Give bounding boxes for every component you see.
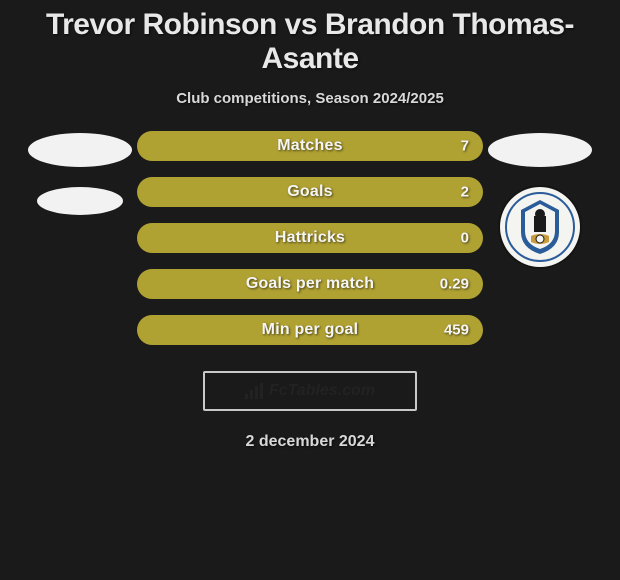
brand-box: FcTables.com <box>203 371 417 411</box>
stat-value-right: 2 <box>461 184 469 201</box>
comparison-title: Trevor Robinson vs Brandon Thomas-Asante <box>0 0 620 80</box>
comparison-subtitle: Club competitions, Season 2024/2025 <box>0 90 620 107</box>
stat-value-right: 459 <box>444 322 469 339</box>
stat-bar: Hattricks 0 <box>137 223 483 253</box>
stat-bar: Matches 7 <box>137 131 483 161</box>
player-placeholder-oval <box>488 133 592 167</box>
stats-column: Matches 7 Goals 2 Hattricks 0 Goals per match 0… <box>137 131 483 345</box>
player-left-column <box>23 131 137 215</box>
comparison-row: Matches 7 Goals 2 Hattricks 0 Goals per match 0… <box>0 131 620 345</box>
club-crest <box>500 187 580 267</box>
crest-icon <box>505 192 575 262</box>
stat-label: Goals <box>287 183 332 201</box>
stat-value-right: 7 <box>461 138 469 155</box>
stat-label: Matches <box>277 137 342 155</box>
brand-text: FcTables.com <box>269 382 375 400</box>
stat-label: Min per goal <box>262 321 359 339</box>
stat-bar: Min per goal 459 <box>137 315 483 345</box>
stat-label: Hattricks <box>275 229 345 247</box>
player-right-column <box>483 131 597 267</box>
stat-value-right: 0.29 <box>440 276 469 293</box>
stat-bar: Goals 2 <box>137 177 483 207</box>
player-placeholder-oval <box>28 133 132 167</box>
bars-icon <box>245 383 263 399</box>
player-placeholder-oval <box>37 187 123 215</box>
stat-value-right: 0 <box>461 230 469 247</box>
stat-bar: Goals per match 0.29 <box>137 269 483 299</box>
stat-label: Goals per match <box>246 275 374 293</box>
date-line: 2 december 2024 <box>0 433 620 451</box>
